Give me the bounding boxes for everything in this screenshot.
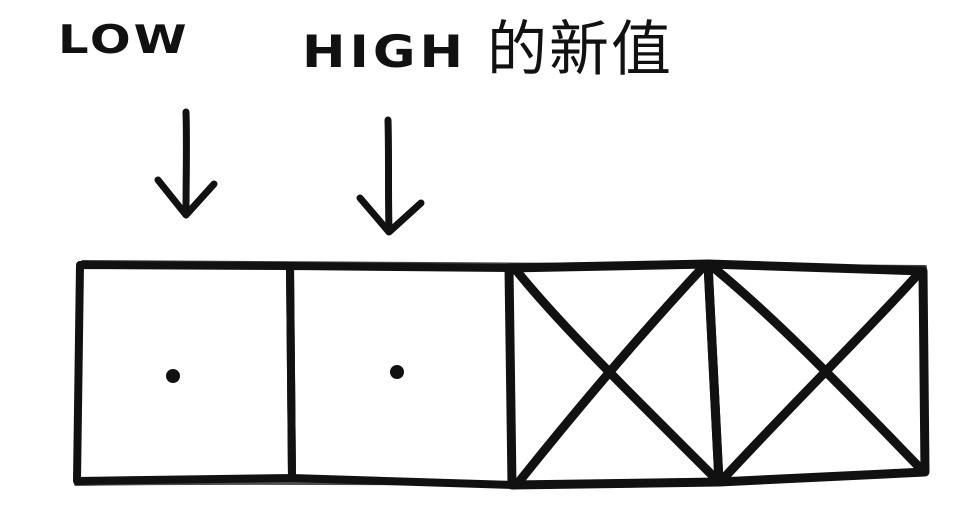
array-cell-3 [703,259,930,487]
cell-dot [390,365,404,379]
cross-line [709,263,927,475]
cell-dot [166,369,180,383]
new-value-label: 的新值 [487,15,673,85]
high-arrow [356,116,425,236]
bottom-edge-overdraw [74,472,927,486]
array-cell-0 [73,261,296,485]
array-cell-1 [286,262,516,489]
high-label: HIGH [302,26,468,79]
top-edge-overdraw [81,260,927,269]
cross-line [511,265,722,485]
low-label: LOW [58,16,190,63]
cross-line [718,267,925,484]
cross-line [513,261,709,488]
low-arrow [154,108,218,219]
array-cell-2 [504,259,724,490]
